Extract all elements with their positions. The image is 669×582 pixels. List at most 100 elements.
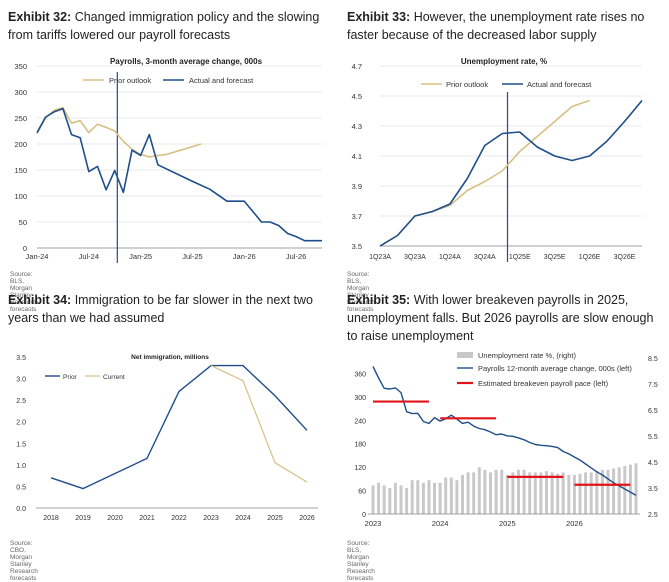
unemployment-bar xyxy=(567,475,571,514)
y-tick-label-left: 240 xyxy=(354,418,366,425)
y-tick-label: 150 xyxy=(14,166,27,175)
exhibit-34-label: Exhibit 34: xyxy=(8,293,72,307)
x-tick-label: 2023 xyxy=(365,519,382,528)
y-tick-label: 2.0 xyxy=(16,420,26,427)
unemployment-bar xyxy=(472,472,476,514)
exhibit-33-heading: However, the unemployment rate rises no … xyxy=(347,10,645,42)
unemployment-bar xyxy=(461,475,464,514)
x-tick-label: Jan-26 xyxy=(233,252,256,261)
x-tick-label: 2026 xyxy=(299,515,315,522)
unemployment-bar xyxy=(589,472,593,514)
unemployment-bar xyxy=(382,485,386,514)
y-tick-label: 0.5 xyxy=(16,484,26,491)
x-tick-label: 3Q24A xyxy=(474,254,496,261)
unemployment-bar xyxy=(528,472,532,514)
exhibit-34-heading: Immigration to be far slower in the next… xyxy=(8,293,314,325)
unemployment-bar xyxy=(511,472,515,514)
x-tick-label: 3Q23A xyxy=(404,254,426,261)
unemployment-bar xyxy=(578,473,582,514)
unemployment-bar xyxy=(489,472,492,514)
unemployment-bar xyxy=(421,482,425,514)
exhibit-35-title: Exhibit 35: With lower breakeven payroll… xyxy=(347,291,665,345)
series-line-payrolls xyxy=(372,366,637,496)
exhibit-35-heading: With lower breakeven payrolls in 2025, u… xyxy=(347,293,654,343)
chart-title: Payrolls, 3-month average change, 000s xyxy=(110,57,263,66)
unemployment-bar xyxy=(606,469,610,514)
chart-title: Net immigration, millions xyxy=(131,354,209,361)
exhibit-33-label: Exhibit 33: xyxy=(347,10,411,24)
legend-label-actual: Actual and forecast xyxy=(189,76,254,85)
exhibit-32-title: Exhibit 32: Changed immigration policy a… xyxy=(8,8,328,44)
unemployment-bar xyxy=(595,471,599,514)
y-tick-label: 0 xyxy=(23,244,27,253)
y-tick-label-right: 3.5 xyxy=(648,486,658,493)
unemployment-bar xyxy=(545,471,548,514)
exhibit-32-label: Exhibit 32: xyxy=(8,10,72,24)
unemployment-bar xyxy=(433,482,436,514)
unemployment-bar xyxy=(427,480,431,514)
x-tick-label: 1Q25E xyxy=(509,254,531,261)
chart-payrolls: Payrolls, 3-month average change, 000s 0 5… xyxy=(14,57,658,528)
y-tick-label: 250 xyxy=(14,114,27,123)
x-tick-label: 2023 xyxy=(203,515,219,522)
unemployment-bar xyxy=(477,467,481,514)
x-tick-label: 2022 xyxy=(171,515,187,522)
legend-label-prior: Prior xyxy=(63,374,78,381)
y-tick-label-left: 180 xyxy=(354,442,366,449)
y-tick-label: 1.0 xyxy=(16,463,26,470)
y-tick-label-right: 7.5 xyxy=(648,382,658,389)
series-line-actual-and-forecast xyxy=(36,107,322,242)
y-tick-label: 3.5 xyxy=(352,242,362,251)
x-tick-label: 2018 xyxy=(43,515,59,522)
exhibit-33-title: Exhibit 33: However, the unemployment ra… xyxy=(347,8,665,44)
unemployment-bar xyxy=(600,469,604,514)
unemployment-bar xyxy=(539,472,543,514)
unemployment-bar xyxy=(405,488,409,514)
series-line-actual-and-forecast xyxy=(379,99,643,247)
series-line-prior-outlook xyxy=(36,106,202,158)
unemployment-bar xyxy=(522,469,526,514)
unemployment-bar xyxy=(500,469,504,514)
y-tick-label-left: 300 xyxy=(354,395,366,402)
exhibit-32-source: Source: BLS, Morgan Stanley Research for… xyxy=(10,271,38,313)
y-tick-label-left: 0 xyxy=(362,512,366,519)
legend-label-breakeven: Estimated breakeven payroll pace (left) xyxy=(478,379,609,388)
x-tick-label: 2019 xyxy=(75,515,91,522)
series-line-current xyxy=(210,365,308,483)
unemployment-bar xyxy=(533,472,537,514)
y-tick-label-right: 4.5 xyxy=(648,460,658,467)
unemployment-bar xyxy=(455,480,459,514)
exhibit-33-source: Source: BLS, Morgan Stanley Research for… xyxy=(347,271,375,313)
x-tick-label: 2024 xyxy=(432,519,449,528)
x-tick-label: 1Q24A xyxy=(439,254,461,261)
y-tick-label: 100 xyxy=(14,192,27,201)
unemployment-bar xyxy=(393,482,397,514)
y-tick-label: 350 xyxy=(14,62,27,71)
x-tick-label: 3Q25E xyxy=(544,254,566,261)
y-tick-label: 50 xyxy=(19,218,27,227)
y-tick-label: 1.5 xyxy=(16,441,26,448)
y-tick-label-right: 5.5 xyxy=(648,434,658,441)
series-line-prior-outlook xyxy=(379,99,590,247)
x-tick-label: Jul-26 xyxy=(286,252,306,261)
x-tick-label: 2025 xyxy=(267,515,283,522)
unemployment-bar xyxy=(483,469,487,514)
unemployment-bar xyxy=(444,477,448,514)
exhibit-35-label: Exhibit 35: xyxy=(347,293,411,307)
unemployment-bar xyxy=(517,469,520,514)
x-tick-label: 2025 xyxy=(499,519,516,528)
x-tick-label: 1Q26E xyxy=(579,254,601,261)
unemployment-bar xyxy=(399,485,403,514)
unemployment-bar xyxy=(371,485,375,514)
unemployment-bar xyxy=(634,463,638,514)
legend-label-prior-outlook: Prior outlook xyxy=(446,80,488,89)
legend-label-prior-outlook: Prior outlook xyxy=(109,76,151,85)
y-tick-label-left: 360 xyxy=(354,371,366,378)
y-tick-label-left: 120 xyxy=(354,465,366,472)
unemployment-bar xyxy=(584,472,588,514)
unemployment-bar xyxy=(416,480,420,514)
x-tick-label: 2024 xyxy=(235,515,251,522)
unemployment-bar xyxy=(572,475,576,514)
y-tick-label: 2.5 xyxy=(16,398,26,405)
x-tick-label: Jul-24 xyxy=(79,252,99,261)
